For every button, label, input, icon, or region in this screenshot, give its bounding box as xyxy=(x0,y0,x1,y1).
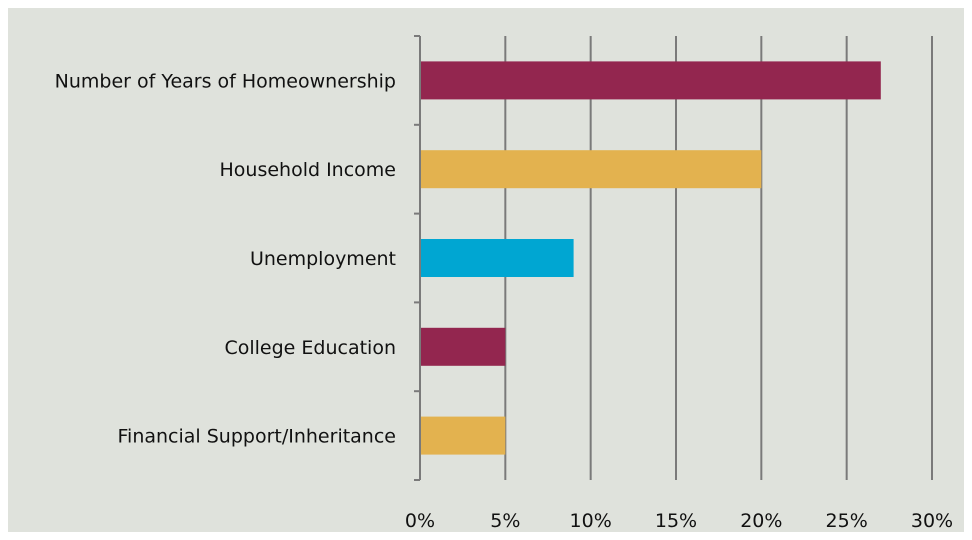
x-tick-label: 5% xyxy=(490,510,520,532)
bar xyxy=(421,150,762,189)
category-label: Household Income xyxy=(219,159,396,181)
x-tick-label: 10% xyxy=(570,510,612,532)
category-label: Financial Support/Inheritance xyxy=(118,426,397,448)
bars xyxy=(421,61,881,455)
category-label: College Education xyxy=(224,337,396,359)
bar xyxy=(421,416,506,455)
bar xyxy=(421,327,506,366)
y-axis xyxy=(414,35,421,481)
x-tick-label: 15% xyxy=(655,510,697,532)
category-labels: Number of Years of Homeownership Househol… xyxy=(55,70,396,447)
category-label: Unemployment xyxy=(250,248,396,270)
x-tick-labels: 0% 5% 10% 15% 20% 25% 30% xyxy=(405,510,953,532)
x-tick-label: 25% xyxy=(826,510,868,532)
bar xyxy=(421,61,881,100)
x-tick-label: 20% xyxy=(740,510,782,532)
bar xyxy=(421,239,574,277)
x-tick-label: 0% xyxy=(405,510,435,532)
category-label: Number of Years of Homeownership xyxy=(55,70,396,92)
gridlines xyxy=(504,36,933,480)
x-tick-label: 30% xyxy=(911,510,953,532)
